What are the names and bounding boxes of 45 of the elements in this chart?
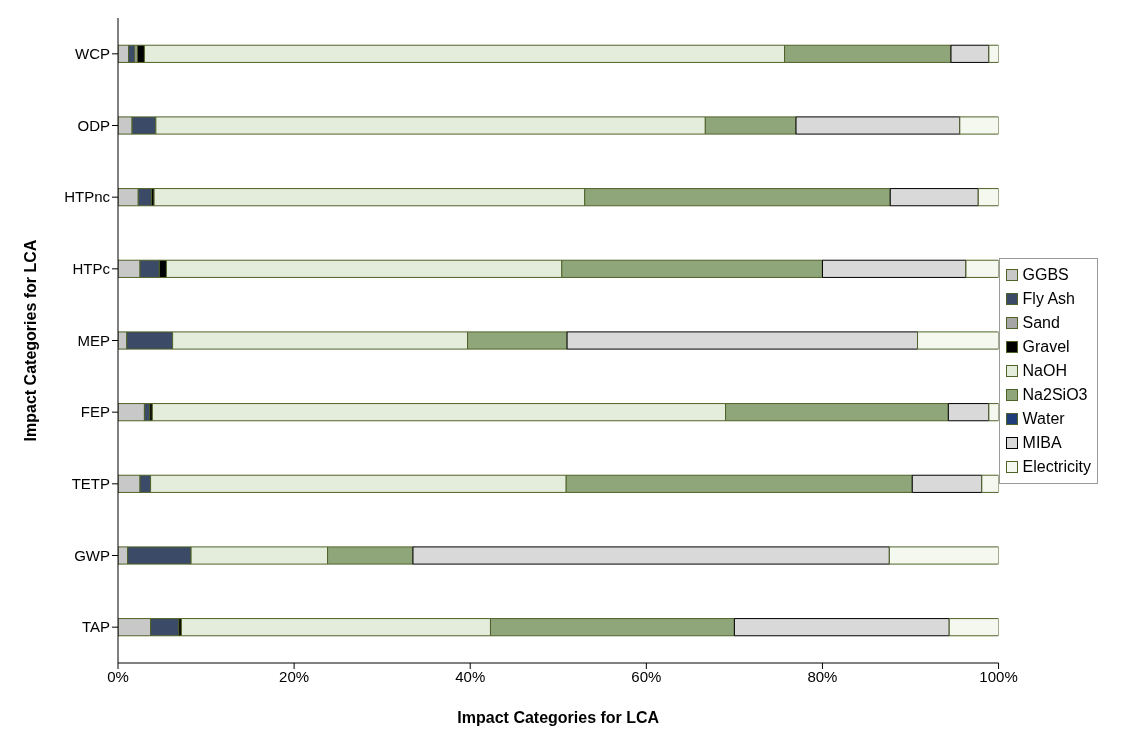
bar [948,618,999,637]
x-tick-label: 100% [979,667,1018,685]
x-tick-label: 0% [107,667,129,685]
legend-label: Sand [1022,312,1060,333]
y-tick-label: HTPc [72,260,111,278]
bar [795,116,961,135]
y-tick-label: GWP [74,546,110,564]
x-tick-label: 80% [807,667,838,685]
bar [950,44,990,63]
bar [947,403,990,422]
legend-label: GGBS [1022,264,1069,285]
legend-label: Na2SiO3 [1022,384,1088,405]
y-axis-title: Impact Categories for LCA [21,239,39,442]
legend-label: NaOH [1022,360,1067,381]
bar [888,546,999,565]
bar [118,403,145,422]
bar [988,44,999,63]
y-tick-label: TAP [81,618,110,636]
bar [959,116,999,135]
legend-label: Electricity [1022,456,1091,477]
x-tick-label: 20% [279,667,310,685]
bar [981,474,999,493]
bar [566,331,919,350]
legend-label: Water [1022,408,1065,429]
x-axis-title: Impact Categories for LCA [457,709,660,726]
bar [889,188,979,207]
x-tick-label: 60% [631,667,662,685]
bar [733,618,950,637]
bar [412,546,890,565]
y-tick-label: WCP [75,45,110,63]
legend-label: MIBA [1022,432,1062,453]
bar [988,403,999,422]
bar [917,331,999,350]
bar [911,474,983,493]
x-tick-label: 40% [455,667,486,685]
legend-label: Gravel [1022,336,1070,357]
bar [821,259,967,278]
bar [977,188,999,207]
legend-label: Fly Ash [1022,288,1076,309]
y-tick-label: FEP [80,403,110,421]
bar [965,259,999,278]
y-tick-label: HTPnc [64,188,111,206]
y-tick-label: MEP [77,331,110,349]
y-tick-label: TETP [71,475,110,493]
y-tick-label: ODP [77,116,110,134]
